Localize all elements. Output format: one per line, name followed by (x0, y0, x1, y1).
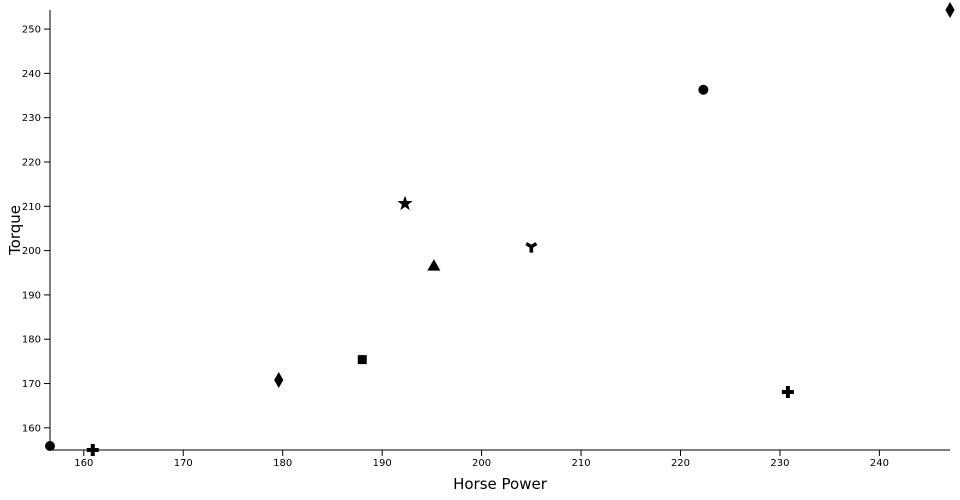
y-tick-label: 210 (22, 202, 41, 213)
x-tick-label: 170 (174, 458, 193, 469)
point (781, 385, 794, 398)
y-tick-label: 230 (22, 113, 41, 124)
x-tick-label: 210 (572, 458, 591, 469)
x-tick-label: 190 (373, 458, 392, 469)
x-tick-label: 230 (770, 458, 789, 469)
point (427, 259, 441, 271)
x-tick-label: 180 (273, 458, 292, 469)
point (274, 371, 284, 388)
point (45, 441, 55, 452)
y-tick-label: 240 (22, 69, 41, 80)
x-tick-label: 160 (74, 458, 93, 469)
point (397, 195, 413, 211)
point (357, 355, 367, 365)
point (698, 84, 709, 95)
y-tick-label: 160 (22, 423, 41, 434)
point (945, 2, 955, 18)
y-tick-label: 180 (22, 335, 41, 346)
y-axis-label: Torque (6, 205, 24, 256)
y-tick-label: 250 (22, 25, 41, 36)
point (525, 242, 538, 253)
x-tick-label: 200 (472, 458, 491, 469)
point (86, 444, 99, 456)
y-tick-label: 170 (22, 379, 41, 390)
y-tick-label: 190 (22, 290, 41, 301)
x-tick-label: 220 (671, 458, 690, 469)
y-tick-label: 220 (22, 157, 41, 168)
x-tick-label: 240 (870, 458, 889, 469)
y-tick-label: 200 (22, 246, 41, 257)
x-axis-label: Horse Power (453, 475, 548, 493)
